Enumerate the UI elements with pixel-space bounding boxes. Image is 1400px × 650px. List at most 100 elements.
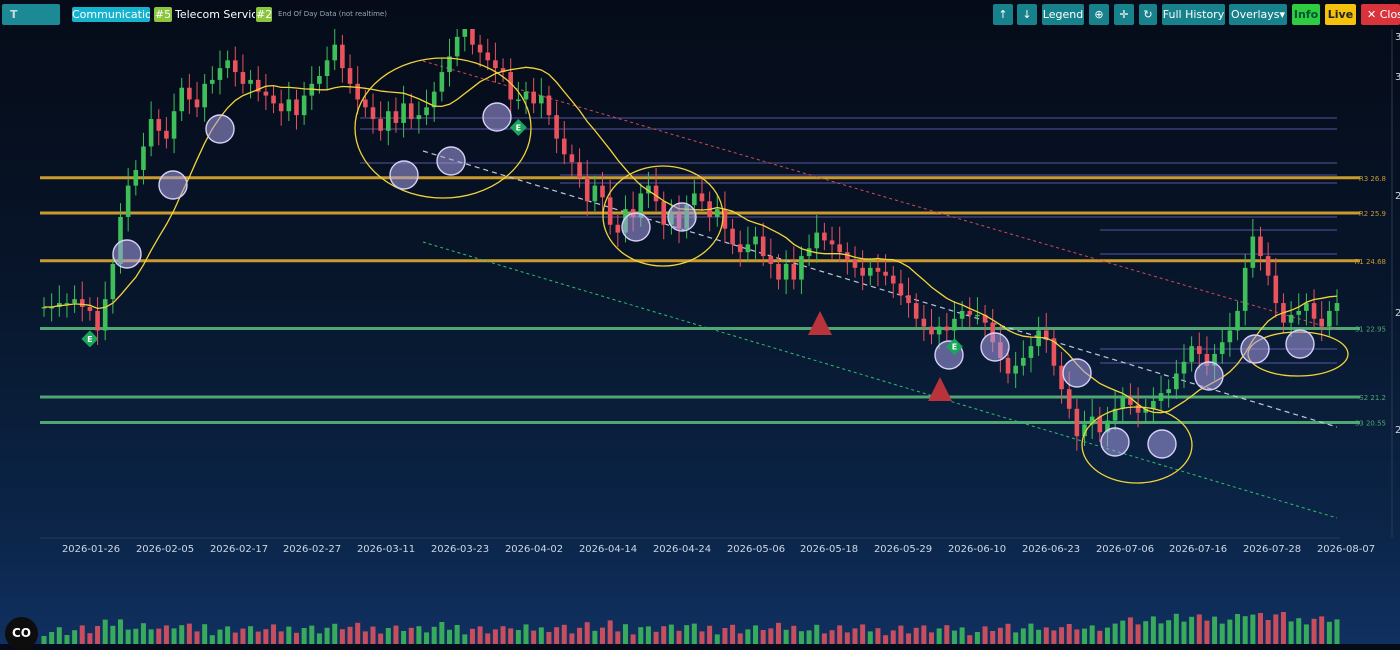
candle — [569, 154, 575, 163]
candle — [225, 60, 230, 69]
level-label-R3: R3 26.8 — [1359, 175, 1386, 183]
volume-bar — [515, 630, 521, 644]
volume-bar — [829, 630, 835, 644]
candle — [1151, 400, 1156, 409]
volume-bar — [1066, 624, 1072, 644]
volume-bar — [1082, 628, 1088, 644]
volume-bar — [125, 629, 131, 644]
volume-bar — [775, 622, 781, 644]
volume-bar — [477, 626, 483, 644]
volume-bar — [1204, 620, 1210, 644]
refresh-icon[interactable]: ↻ — [1139, 4, 1157, 25]
candle — [516, 99, 521, 101]
volume-bar — [332, 623, 338, 644]
candle — [194, 99, 200, 108]
volume-bar — [691, 623, 697, 644]
volume-bar — [186, 623, 192, 644]
volume-bar — [844, 632, 850, 644]
volume-bar — [921, 625, 927, 644]
candle — [692, 193, 697, 206]
candlesticks — [41, 29, 1340, 451]
volume-bar — [362, 631, 368, 644]
volume-bar — [225, 626, 231, 644]
volume-bar — [1074, 629, 1080, 644]
candle — [745, 244, 751, 253]
candle — [454, 36, 460, 57]
candle — [898, 283, 904, 296]
volume-bar — [202, 624, 208, 644]
volume-bar — [1303, 624, 1309, 644]
candle — [72, 299, 77, 304]
volume-bar — [944, 625, 950, 644]
industry-label[interactable]: Telecom Services — [175, 8, 255, 21]
candle — [1135, 404, 1141, 413]
grid-lines — [40, 29, 1393, 539]
x-tick-label: 2026-02-05 — [136, 544, 194, 555]
price-chart[interactable]: R3 26.8 R2 25.9 R1 24.68 S1 22.95 S2 21.2 S3 … — [0, 29, 1400, 644]
candle — [49, 306, 54, 309]
candle — [768, 256, 774, 264]
volume-bar — [41, 636, 47, 644]
volume-bar — [1227, 619, 1233, 644]
arrow-up-button[interactable]: ↑ — [993, 4, 1013, 25]
crosshair-icon[interactable]: ✛ — [1114, 4, 1134, 25]
pattern-circle — [1100, 427, 1130, 457]
candle — [110, 263, 116, 300]
volume-bar — [339, 629, 345, 644]
volume-bar — [1112, 623, 1118, 644]
candle — [41, 306, 47, 309]
candle — [210, 79, 215, 84]
candle — [906, 295, 911, 304]
volume-bar — [745, 629, 751, 644]
info-button[interactable]: Info — [1292, 4, 1320, 25]
volume-bar — [959, 627, 965, 644]
arrow-down-button[interactable]: ↓ — [1017, 4, 1037, 25]
volume-bar — [982, 626, 988, 644]
close-button[interactable]: ✕ Close — [1361, 4, 1400, 25]
candle — [340, 44, 345, 69]
candle — [1059, 365, 1064, 390]
x-tick-label: 2026-05-18 — [800, 544, 858, 555]
volume-bar — [72, 630, 78, 644]
level-label-R1: R1 24.68 — [1354, 258, 1386, 266]
pattern-circle — [980, 332, 1010, 362]
candle — [439, 72, 445, 92]
candle — [424, 107, 429, 116]
ticker-input[interactable]: T — [2, 4, 60, 25]
candle — [57, 303, 62, 307]
volume-bar — [990, 631, 996, 644]
candle — [1296, 310, 1302, 315]
volume-bar — [293, 632, 299, 644]
volume-bar — [248, 626, 254, 644]
moving-average-line — [44, 66, 1338, 414]
y-tick-label: 2 — [1395, 425, 1400, 436]
volume-bar — [95, 626, 101, 644]
sector-badge[interactable]: Communication — [72, 7, 150, 22]
candle — [1021, 357, 1026, 366]
candle — [202, 83, 207, 108]
volume-bar — [860, 624, 866, 644]
candle — [561, 138, 567, 155]
signal-triangle — [928, 377, 952, 401]
candle — [141, 146, 146, 170]
candle — [485, 52, 491, 61]
candle — [829, 240, 835, 245]
live-button[interactable]: Live — [1325, 4, 1356, 25]
level-label-R2: R2 25.9 — [1359, 210, 1386, 218]
volume-bar — [370, 626, 376, 644]
overlays-dropdown[interactable]: Overlays▾ — [1229, 4, 1287, 25]
candle — [332, 44, 338, 61]
candle — [1311, 303, 1317, 319]
zoom-icon[interactable]: ⊕ — [1089, 4, 1109, 25]
volume-bar — [607, 620, 613, 644]
y-tick-label: 3 — [1395, 32, 1400, 43]
x-tick-label: 2026-05-29 — [874, 544, 932, 555]
volume-bar — [1013, 632, 1019, 644]
pattern-circle — [482, 102, 512, 132]
volume-bar — [753, 625, 759, 644]
volume-bar — [1189, 616, 1195, 644]
legend-button[interactable]: Legend — [1042, 4, 1084, 25]
earnings-marker-label: E — [87, 335, 92, 344]
full-history-button[interactable]: Full History — [1162, 4, 1225, 25]
candle — [1066, 389, 1072, 409]
